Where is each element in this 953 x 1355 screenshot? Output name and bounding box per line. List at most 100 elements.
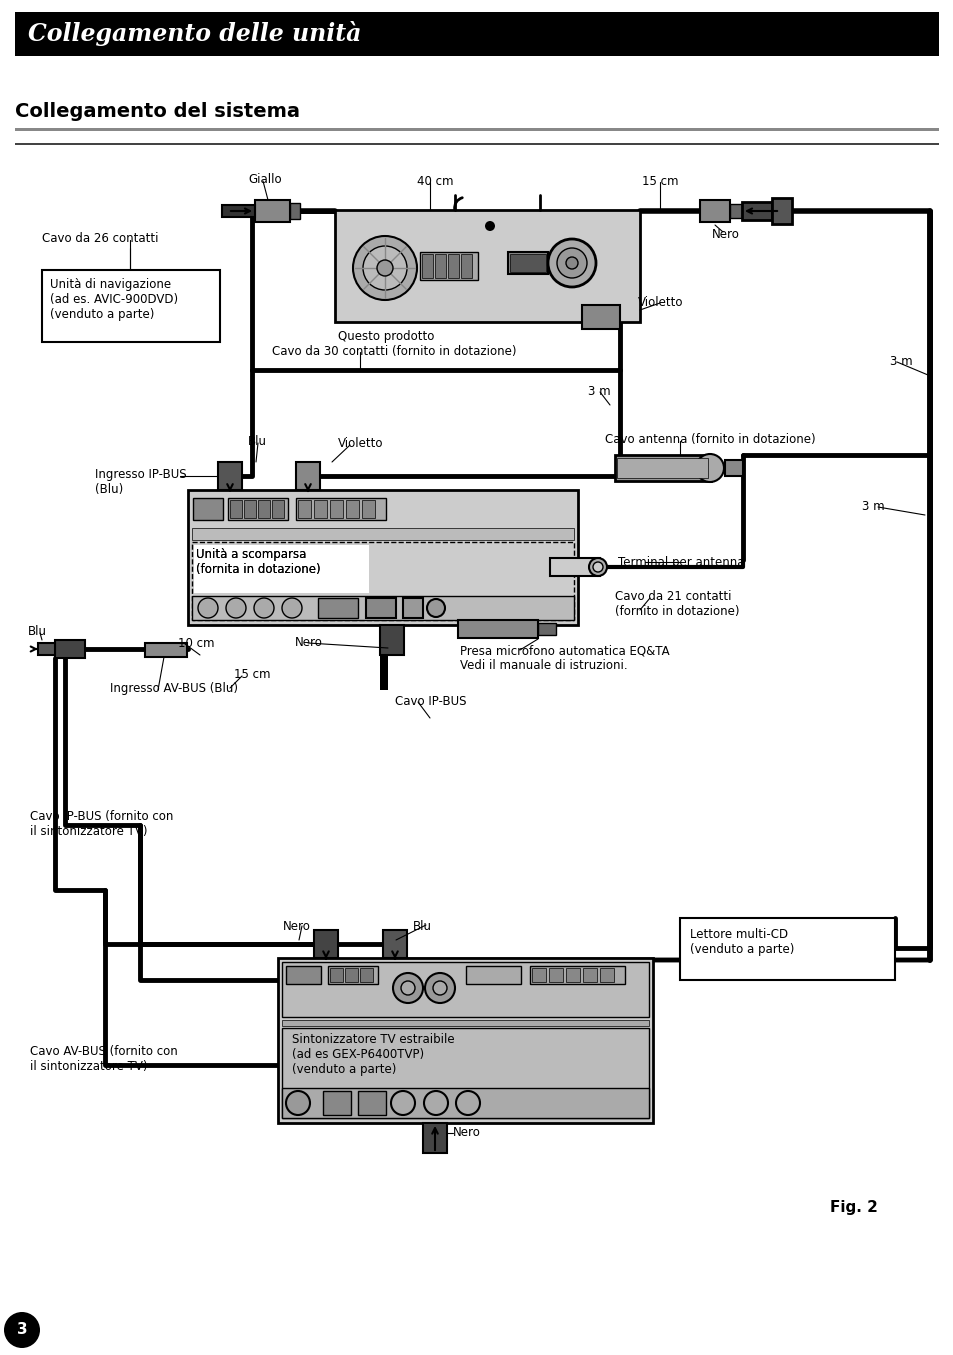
- Text: Nero: Nero: [294, 635, 322, 649]
- Bar: [382, 930, 407, 958]
- Text: Unità a scomparsa
(fornita in dotazione): Unità a scomparsa (fornita in dotazione): [195, 547, 320, 576]
- Text: Giallo: Giallo: [248, 173, 281, 186]
- Bar: [379, 625, 403, 654]
- Bar: [145, 644, 187, 657]
- Bar: [724, 459, 742, 476]
- Circle shape: [696, 454, 723, 482]
- Bar: [345, 967, 357, 982]
- Text: Ingresso AV-BUS (Blu): Ingresso AV-BUS (Blu): [110, 682, 237, 695]
- Circle shape: [565, 257, 578, 270]
- Bar: [254, 201, 290, 222]
- Text: 3: 3: [16, 1322, 28, 1337]
- Bar: [460, 253, 472, 278]
- Text: Nero: Nero: [453, 1126, 480, 1140]
- Bar: [257, 500, 270, 518]
- Bar: [366, 598, 395, 618]
- Bar: [700, 201, 729, 222]
- Bar: [244, 500, 255, 518]
- Bar: [192, 542, 574, 621]
- Bar: [421, 253, 433, 278]
- Bar: [379, 654, 388, 690]
- Circle shape: [4, 1312, 40, 1348]
- Circle shape: [484, 221, 495, 230]
- Text: Presa microfono automatica EQ&TA
Vedi il manuale di istruzioni.: Presa microfono automatica EQ&TA Vedi il…: [459, 644, 669, 672]
- Text: 3 m: 3 m: [862, 500, 883, 514]
- Text: Lettore multi-CD
(venduto a parte): Lettore multi-CD (venduto a parte): [689, 928, 794, 957]
- Text: Blu: Blu: [28, 625, 47, 638]
- Bar: [532, 967, 545, 982]
- Bar: [42, 270, 220, 341]
- Bar: [465, 966, 520, 984]
- Bar: [346, 500, 358, 518]
- Bar: [230, 500, 242, 518]
- Bar: [330, 967, 343, 982]
- Bar: [537, 623, 556, 635]
- Text: 10 cm: 10 cm: [178, 637, 214, 650]
- Text: Fig. 2: Fig. 2: [829, 1201, 877, 1215]
- Text: 3 m: 3 m: [889, 355, 912, 369]
- Bar: [297, 500, 311, 518]
- Bar: [330, 500, 343, 518]
- Bar: [548, 967, 562, 982]
- Circle shape: [593, 562, 602, 572]
- Bar: [277, 958, 652, 1123]
- Bar: [335, 210, 639, 322]
- Bar: [457, 621, 537, 638]
- Bar: [15, 127, 938, 131]
- Bar: [193, 545, 369, 593]
- Text: Collegamento del sistema: Collegamento del sistema: [15, 102, 299, 121]
- Circle shape: [226, 598, 246, 618]
- Bar: [282, 1020, 648, 1026]
- Circle shape: [547, 238, 596, 287]
- Text: Cavo da 21 contatti
(fornito in dotazione): Cavo da 21 contatti (fornito in dotazion…: [615, 589, 739, 618]
- Text: Cavo AV-BUS (fornito con
il sintonizzatore TV): Cavo AV-BUS (fornito con il sintonizzato…: [30, 1045, 177, 1073]
- Circle shape: [424, 973, 455, 1003]
- Bar: [581, 305, 619, 329]
- Bar: [615, 455, 710, 481]
- Text: Cavo da 30 contatti (fornito in dotazione): Cavo da 30 contatti (fornito in dotazion…: [272, 346, 516, 358]
- Bar: [357, 1091, 386, 1115]
- Circle shape: [427, 599, 444, 617]
- Text: Terminal per antenna: Terminal per antenna: [618, 556, 743, 569]
- Text: Sintonizzatore TV estraibile
(ad es GEX-P6400TVP)
(venduto a parte): Sintonizzatore TV estraibile (ad es GEX-…: [292, 1033, 455, 1076]
- Bar: [771, 198, 791, 224]
- Bar: [359, 967, 373, 982]
- Text: Unità di navigazione
(ad es. AVIC-900DVD)
(venduto a parte): Unità di navigazione (ad es. AVIC-900DVD…: [50, 278, 178, 321]
- Bar: [314, 930, 337, 958]
- Circle shape: [393, 973, 422, 1003]
- Circle shape: [423, 1091, 448, 1115]
- Bar: [565, 967, 579, 982]
- Circle shape: [286, 1091, 310, 1115]
- Bar: [323, 1091, 351, 1115]
- Bar: [15, 144, 938, 145]
- Circle shape: [433, 981, 447, 995]
- Text: Nero: Nero: [711, 228, 740, 241]
- Bar: [15, 12, 938, 56]
- Text: Blu: Blu: [248, 435, 267, 449]
- Circle shape: [198, 598, 218, 618]
- Bar: [328, 966, 377, 984]
- Bar: [448, 253, 458, 278]
- Text: Violetto: Violetto: [638, 295, 682, 309]
- Bar: [419, 252, 477, 280]
- Text: Blu: Blu: [413, 920, 432, 934]
- Text: Cavo antenna (fornito in dotazione): Cavo antenna (fornito in dotazione): [604, 434, 815, 446]
- Circle shape: [363, 247, 407, 290]
- Bar: [317, 598, 357, 618]
- Text: 15 cm: 15 cm: [641, 175, 678, 188]
- Text: 40 cm: 40 cm: [416, 175, 453, 188]
- Text: Questo prodotto: Questo prodotto: [337, 331, 434, 343]
- Bar: [422, 1123, 447, 1153]
- Bar: [729, 205, 741, 218]
- Bar: [582, 967, 597, 982]
- Text: 3 m: 3 m: [587, 385, 610, 398]
- Text: Cavo IP-BUS (fornito con
il sintonizzatore TV): Cavo IP-BUS (fornito con il sintonizzato…: [30, 810, 173, 837]
- Circle shape: [253, 598, 274, 618]
- Bar: [38, 644, 55, 654]
- Bar: [435, 253, 446, 278]
- Bar: [192, 596, 574, 621]
- Text: Violetto: Violetto: [337, 438, 383, 450]
- Bar: [510, 253, 545, 272]
- Circle shape: [353, 236, 416, 299]
- Circle shape: [282, 598, 302, 618]
